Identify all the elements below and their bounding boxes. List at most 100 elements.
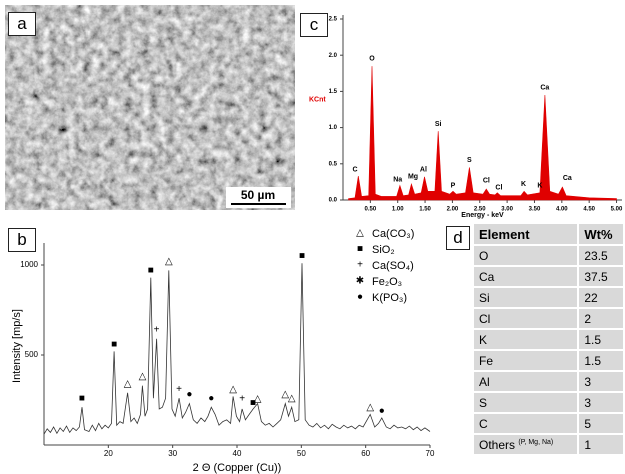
legend-symbol: ■: [357, 244, 363, 255]
element-cell: Others (P, Mg, Na): [473, 434, 578, 455]
sem-image: [5, 5, 295, 210]
legend-symbol: ✱: [356, 276, 364, 287]
phase-marker: △: [165, 256, 173, 267]
element-name: Al: [479, 375, 490, 389]
element-name: S: [479, 396, 487, 410]
element-cell: Al: [473, 371, 578, 392]
peak-label: Ca: [540, 85, 549, 92]
phase-marker: ■: [148, 265, 154, 276]
wt-cell: 23.5: [578, 245, 624, 266]
peak-label: K: [521, 181, 526, 188]
x-tick-label: 0.50: [365, 207, 377, 213]
element-cell: K: [473, 329, 578, 350]
x-tick-label: 2.00: [447, 207, 459, 213]
phase-marker: ●: [379, 405, 385, 416]
y-tick-label: 1000: [20, 260, 38, 269]
legend-symbol: △: [356, 228, 364, 239]
element-cell: Ca: [473, 266, 578, 287]
panel-label: d: [446, 226, 470, 250]
legend-label: K(PO₃): [372, 292, 407, 304]
x-tick-label: 70: [426, 449, 435, 458]
phase-marker: ●: [208, 393, 214, 404]
panel-label: c: [300, 13, 328, 37]
element-name: Si: [479, 291, 490, 305]
element-cell: O: [473, 245, 578, 266]
peak-label: S: [467, 157, 472, 164]
element-cell: Si: [473, 287, 578, 308]
peak-label: Al: [420, 166, 427, 173]
wt-cell: 2: [578, 308, 624, 329]
element-name: K: [479, 333, 487, 347]
x-axis-title: 2 Θ (Copper (Cu)): [193, 462, 282, 474]
phase-marker: △: [288, 393, 296, 404]
x-axis-title: Energy - keV: [461, 212, 504, 219]
legend-label: Fe₂O₃: [372, 276, 402, 288]
peak-label: C: [353, 166, 358, 173]
scale-bar-label: 50 µm: [241, 188, 275, 202]
wt-cell: 1.5: [578, 350, 624, 371]
element-name: Cl: [479, 312, 490, 326]
peak-label: Ca: [563, 175, 572, 182]
wt-cell: 5: [578, 413, 624, 434]
x-tick-label: 50: [297, 449, 306, 458]
peak-label: P: [451, 182, 456, 189]
legend-symbol: +: [357, 260, 363, 271]
x-tick-label: 60: [361, 449, 370, 458]
legend-label: Ca(SO₄): [372, 260, 414, 272]
y-tick-label: 0.0: [329, 198, 338, 204]
phase-marker: +: [154, 324, 160, 335]
peak-label: Si: [435, 121, 442, 128]
element-name: Fe: [479, 354, 493, 368]
phase-marker: △: [139, 371, 147, 382]
legend-label: SiO₂: [372, 244, 395, 256]
legend-label: Ca(CO₃): [372, 228, 414, 240]
x-tick-label: 3.50: [529, 207, 541, 213]
element-name: Ca: [479, 270, 494, 284]
table-header: Element: [473, 223, 578, 245]
element-cell: Cl: [473, 308, 578, 329]
peak-label: Cl: [483, 177, 490, 184]
element-name: C: [479, 417, 488, 431]
phase-marker: +: [239, 394, 245, 405]
phase-marker: △: [124, 378, 132, 389]
wt-cell: 3: [578, 392, 624, 413]
y-tick-label: 500: [25, 350, 39, 359]
table-header: Wt%: [578, 223, 624, 245]
phase-marker: △: [254, 394, 262, 405]
phase-marker: ■: [299, 251, 305, 262]
y-tick-label: 0.5: [329, 161, 338, 167]
x-tick-label: 5.00: [611, 207, 623, 213]
panel-label: b: [8, 228, 36, 252]
wt-cell: 37.5: [578, 266, 624, 287]
x-tick-label: 4.50: [583, 207, 595, 213]
legend-symbol: ●: [357, 292, 363, 303]
wt-cell: 22: [578, 287, 624, 308]
wt-cell: 1: [578, 434, 624, 455]
peak-label: Mg: [408, 174, 418, 181]
element-name: Others: [479, 438, 515, 452]
element-cell: S: [473, 392, 578, 413]
phase-marker: +: [176, 384, 182, 395]
x-tick-label: 30: [168, 449, 177, 458]
y-axis-title: KCnt: [309, 96, 326, 103]
figure: 50 µm 0.00.51.01.52.02.50.501.001.502.00…: [0, 0, 625, 474]
phase-marker: △: [229, 384, 237, 395]
peak-label: K: [537, 182, 542, 189]
element-cell: C: [473, 413, 578, 434]
phase-marker: ■: [111, 339, 117, 350]
phase-marker: ■: [79, 393, 85, 404]
wt-cell: 1.5: [578, 329, 624, 350]
phase-marker: △: [366, 402, 374, 413]
x-tick-label: 1.00: [392, 207, 404, 213]
phase-marker: ●: [186, 389, 192, 400]
panel-label: a: [8, 12, 36, 36]
x-tick-label: 1.50: [419, 207, 431, 213]
x-tick-label: 20: [104, 449, 113, 458]
peak-label: Na: [393, 177, 402, 184]
y-tick-label: 1.0: [329, 125, 338, 131]
peak-label: O: [369, 56, 375, 63]
y-tick-label: 1.5: [329, 89, 338, 95]
element-name: O: [479, 249, 488, 263]
element-note: (P, Mg, Na): [518, 439, 553, 446]
y-tick-label: 2.0: [329, 53, 338, 59]
